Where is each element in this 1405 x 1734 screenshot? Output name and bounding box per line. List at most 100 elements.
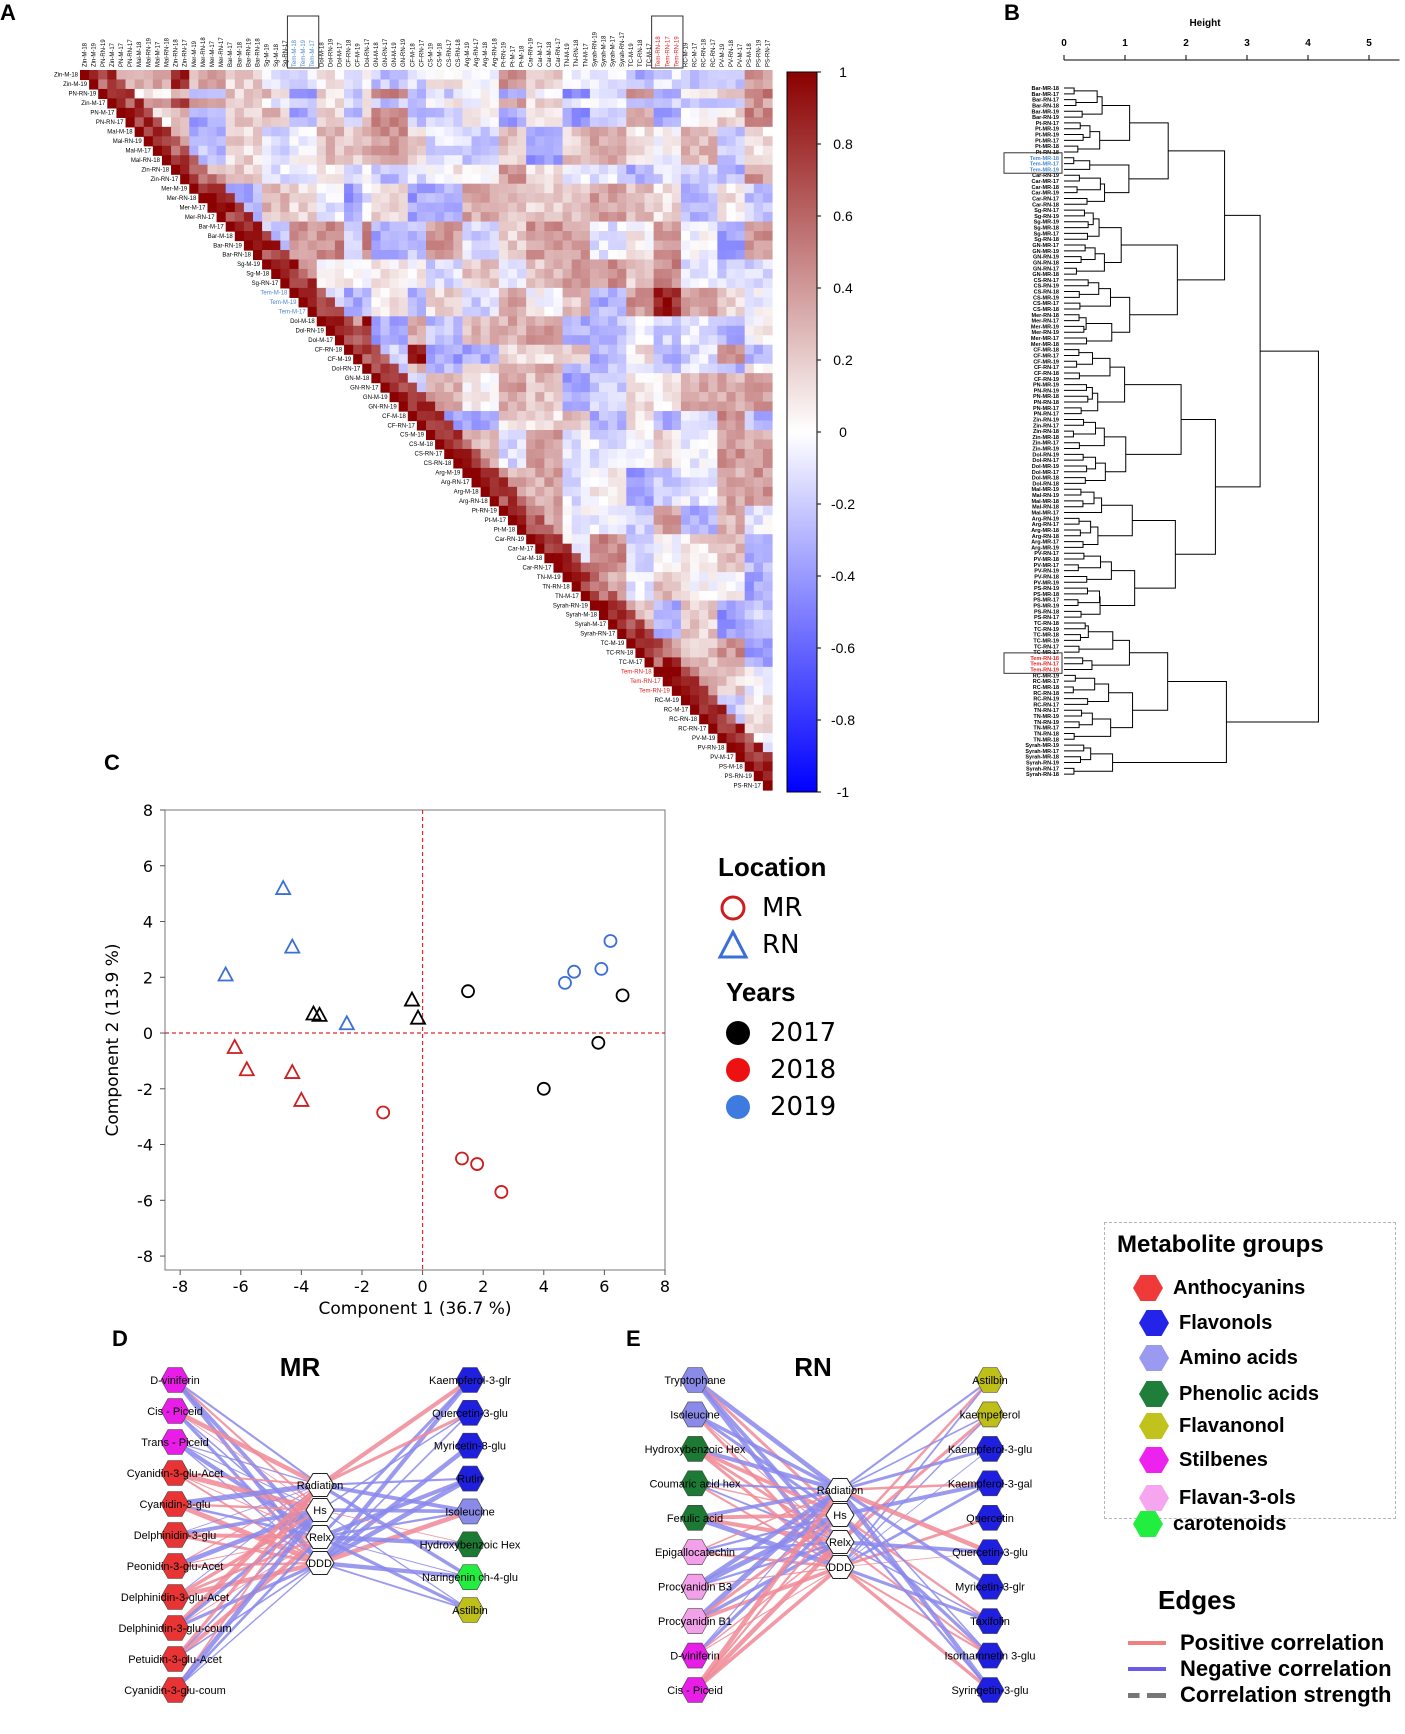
heatmap-cell (371, 325, 382, 336)
heatmap-cell (507, 202, 518, 213)
heatmap-cell (708, 88, 718, 100)
heatmap-cell (744, 515, 755, 526)
heatmap-cell (498, 250, 509, 261)
heatmap-cell (344, 344, 354, 355)
heatmap-cell (398, 174, 409, 185)
heatmap-cell (371, 202, 382, 213)
dendrogram-leaf-label: Arg-MR-19 (1031, 545, 1059, 551)
left-node (160, 1646, 190, 1672)
heatmap-cell (453, 164, 464, 175)
dendrogram-link (1073, 421, 1097, 435)
heatmap-cell (571, 430, 582, 441)
heatmap-cell (426, 221, 436, 232)
heatmap-cell (480, 202, 491, 213)
heatmap-cell (225, 221, 236, 232)
heatmap-cell (635, 638, 646, 649)
heatmap-cell (726, 325, 737, 336)
heatmap-cell (407, 240, 418, 251)
heatmap-row-label: Mer-RN-17 (185, 215, 215, 221)
heatmap-cell (553, 411, 564, 422)
heatmap-cell (398, 382, 409, 393)
dendrogram-link (1064, 599, 1079, 607)
heatmap-cell (435, 439, 445, 450)
heatmap-cell (690, 392, 700, 403)
heatmap-cell (644, 382, 655, 393)
heatmap-cell (599, 572, 609, 583)
heatmap-cell (599, 562, 609, 573)
heatmap-cell (353, 250, 363, 261)
heatmap-cell (544, 524, 555, 535)
network-edge (174, 1484, 321, 1536)
heatmap-cell (680, 98, 691, 109)
heatmap-cell (744, 202, 755, 213)
heatmap-cell (289, 136, 300, 147)
heatmap-cell (316, 212, 327, 223)
heatmap-cell (753, 572, 764, 583)
dendrogram-link (1064, 721, 1080, 729)
heatmap-cell (653, 534, 664, 545)
network-edge (174, 1484, 321, 1598)
dendrogram-link (1064, 302, 1081, 310)
heatmap-cell (626, 145, 637, 156)
heatmap-cell (517, 335, 527, 346)
heatmap-cell (371, 193, 382, 204)
heatmap-cell (662, 231, 673, 242)
heatmap-cell (535, 79, 545, 90)
heatmap-cell (125, 107, 136, 118)
heatmap-cell (653, 306, 664, 317)
heatmap-cell (371, 268, 382, 280)
heatmap-row-label: CS-M-18 (409, 442, 434, 448)
heatmap-cell (690, 316, 700, 327)
heatmap-cell (580, 420, 591, 431)
heatmap-cell (762, 98, 773, 109)
heatmap-cell (662, 79, 673, 90)
heatmap-cell (699, 714, 709, 725)
heatmap-cell (416, 354, 427, 365)
years-legend-title: Years (726, 977, 796, 1007)
heatmap-cell (426, 411, 436, 422)
network-edge (693, 1378, 842, 1517)
heatmap-cell (571, 496, 582, 507)
heatmap-cell (435, 107, 445, 118)
heatmap-cell (717, 240, 728, 251)
heatmap-cell (489, 477, 500, 488)
heatmap-cell (708, 543, 718, 554)
heatmap-cell (671, 344, 682, 355)
heatmap-cell (280, 136, 291, 147)
heatmap-cell (662, 221, 673, 232)
heatmap-cell (544, 467, 555, 478)
heatmap-cell (635, 126, 646, 137)
heatmap-cell (708, 155, 718, 166)
heatmap-cell (671, 335, 682, 346)
heatmap-cell (626, 486, 637, 497)
heatmap-row-label: Syrah-RN-19 (553, 603, 589, 609)
heatmap-cell (435, 297, 445, 308)
heatmap-cell (280, 193, 291, 204)
heatmap-cell (553, 107, 564, 118)
heatmap-cell (753, 88, 764, 100)
heatmap-cell (544, 183, 555, 194)
heatmap-cell (699, 458, 709, 469)
heatmap-cell (599, 221, 609, 232)
heatmap-cell (243, 174, 254, 185)
heatmap-cell (735, 278, 746, 289)
triangle-marker-icon (717, 928, 749, 958)
heatmap-cell (161, 155, 172, 166)
heatmap-cell (371, 70, 382, 81)
heatmap-cell (344, 88, 354, 100)
heatmap-cell (526, 164, 536, 175)
heatmap-cell (389, 306, 400, 317)
dendrogram-leaf-label: PS-MR-19 (1033, 604, 1059, 610)
heatmap-cell (180, 107, 190, 118)
left-node (160, 1584, 190, 1610)
heatmap-cell (562, 543, 573, 554)
heatmap-cell (671, 98, 682, 109)
heatmap-cell (462, 401, 473, 412)
heatmap-cell (708, 212, 718, 223)
heatmap-cell (644, 297, 655, 308)
heatmap-cell (589, 430, 600, 441)
left-node-label: Cyanidin-3-glu (140, 1499, 211, 1511)
heatmap-cell (735, 126, 746, 137)
heatmap-cell (489, 344, 500, 355)
heatmap-cell (262, 250, 272, 261)
